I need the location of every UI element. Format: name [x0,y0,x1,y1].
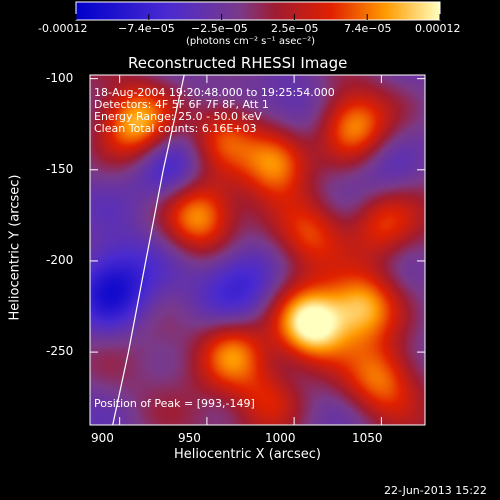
y-tick-label: -250 [46,344,74,358]
annotation-energy: Energy Range: 25.0 - 50.0 keV [94,110,262,123]
annotation-time: 18‑Aug‑2004 19:20:48.000 to 19:25:54.000 [94,86,335,99]
x-tick-label: 900 [91,431,114,445]
solar-limb-curve [112,75,185,425]
colorbar-tick-label: 7.4e−05 [344,22,392,35]
colorbar-tick-label: 2.5e−05 [271,22,319,35]
chart-title: Reconstructed RHESSI Image [128,54,348,72]
y-tick-label: -150 [46,162,74,176]
colorbar-tick-label: −2.5e−05 [191,22,248,35]
y-tick-label: -100 [46,71,74,85]
x-tick-label: 950 [178,431,201,445]
footer-timestamp: 22-Jun-2013 15:22 [384,484,487,497]
plot-frame [89,74,426,426]
peak-position-label: Position of Peak = [993,-149] [94,397,255,410]
y-tick-label: -200 [46,253,74,267]
heatmap-image [90,75,425,425]
colorbar-tick-label: -0.00012 [38,22,88,35]
x-axis-label: Heliocentric X (arcsec) [174,447,321,462]
x-tick-label: 1050 [352,431,383,445]
colorbar-units: (photons cm⁻² s⁻¹ asec⁻²) [186,36,316,47]
annotation-clean: Clean Total counts: 6.16E+03 [94,122,257,135]
annotation-detectors: Detectors: 4F 5F 6F 7F 8F, Att 1 [94,98,269,111]
colorbar-tick-label: −7.4e−05 [118,22,175,35]
y-axis-label: Heliocentric Y (arcsec) [7,174,23,321]
colorbar [75,1,441,21]
colorbar-tick-label: 0.00012 [415,22,461,35]
x-tick-label: 1000 [265,431,296,445]
